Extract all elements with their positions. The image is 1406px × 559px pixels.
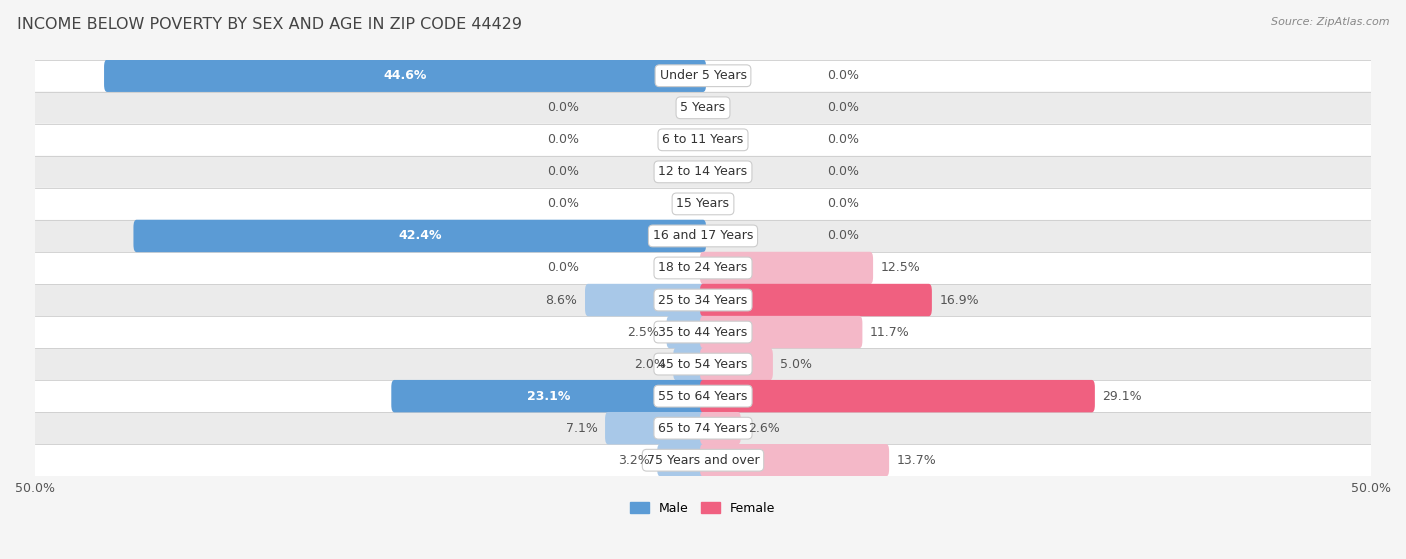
Text: INCOME BELOW POVERTY BY SEX AND AGE IN ZIP CODE 44429: INCOME BELOW POVERTY BY SEX AND AGE IN Z… [17, 17, 522, 32]
FancyBboxPatch shape [35, 124, 1371, 156]
Text: 23.1%: 23.1% [527, 390, 571, 402]
Text: 5 Years: 5 Years [681, 101, 725, 114]
FancyBboxPatch shape [673, 348, 706, 380]
Text: 65 to 74 Years: 65 to 74 Years [658, 421, 748, 435]
Text: 5.0%: 5.0% [780, 358, 813, 371]
Text: 0.0%: 0.0% [547, 197, 579, 210]
Text: 0.0%: 0.0% [547, 101, 579, 114]
FancyBboxPatch shape [104, 59, 706, 92]
Text: 45 to 54 Years: 45 to 54 Years [658, 358, 748, 371]
Text: 7.1%: 7.1% [565, 421, 598, 435]
Text: 0.0%: 0.0% [547, 165, 579, 178]
Text: 0.0%: 0.0% [827, 197, 859, 210]
Text: 29.1%: 29.1% [1102, 390, 1142, 402]
Text: 35 to 44 Years: 35 to 44 Years [658, 325, 748, 339]
Text: Under 5 Years: Under 5 Years [659, 69, 747, 82]
Text: Source: ZipAtlas.com: Source: ZipAtlas.com [1271, 17, 1389, 27]
Text: 15 Years: 15 Years [676, 197, 730, 210]
FancyBboxPatch shape [35, 92, 1371, 124]
FancyBboxPatch shape [35, 156, 1371, 188]
Text: 2.0%: 2.0% [634, 358, 665, 371]
Text: 0.0%: 0.0% [827, 69, 859, 82]
FancyBboxPatch shape [700, 316, 862, 348]
FancyBboxPatch shape [391, 380, 706, 413]
Legend: Male, Female: Male, Female [626, 497, 780, 520]
Text: 12 to 14 Years: 12 to 14 Years [658, 165, 748, 178]
Text: 42.4%: 42.4% [398, 229, 441, 243]
FancyBboxPatch shape [35, 252, 1371, 284]
FancyBboxPatch shape [700, 252, 873, 284]
Text: 0.0%: 0.0% [827, 133, 859, 146]
FancyBboxPatch shape [35, 188, 1371, 220]
FancyBboxPatch shape [35, 412, 1371, 444]
FancyBboxPatch shape [35, 284, 1371, 316]
Text: 55 to 64 Years: 55 to 64 Years [658, 390, 748, 402]
FancyBboxPatch shape [700, 444, 889, 476]
Text: 13.7%: 13.7% [897, 454, 936, 467]
Text: 0.0%: 0.0% [547, 133, 579, 146]
Text: 8.6%: 8.6% [546, 293, 578, 306]
FancyBboxPatch shape [35, 60, 1371, 92]
Text: 16 and 17 Years: 16 and 17 Years [652, 229, 754, 243]
Text: 0.0%: 0.0% [547, 262, 579, 274]
Text: 18 to 24 Years: 18 to 24 Years [658, 262, 748, 274]
Text: 3.2%: 3.2% [617, 454, 650, 467]
FancyBboxPatch shape [134, 220, 706, 252]
FancyBboxPatch shape [605, 412, 706, 444]
FancyBboxPatch shape [666, 316, 706, 348]
Text: 44.6%: 44.6% [384, 69, 427, 82]
Text: 25 to 34 Years: 25 to 34 Years [658, 293, 748, 306]
FancyBboxPatch shape [35, 380, 1371, 412]
Text: 2.5%: 2.5% [627, 325, 659, 339]
FancyBboxPatch shape [35, 316, 1371, 348]
FancyBboxPatch shape [657, 444, 706, 476]
FancyBboxPatch shape [700, 412, 741, 444]
FancyBboxPatch shape [35, 348, 1371, 380]
Text: 11.7%: 11.7% [870, 325, 910, 339]
Text: 2.6%: 2.6% [748, 421, 780, 435]
FancyBboxPatch shape [700, 284, 932, 316]
Text: 0.0%: 0.0% [827, 101, 859, 114]
FancyBboxPatch shape [700, 348, 773, 380]
FancyBboxPatch shape [585, 284, 706, 316]
Text: 0.0%: 0.0% [827, 165, 859, 178]
FancyBboxPatch shape [700, 380, 1095, 413]
Text: 12.5%: 12.5% [880, 262, 921, 274]
FancyBboxPatch shape [35, 444, 1371, 476]
Text: 6 to 11 Years: 6 to 11 Years [662, 133, 744, 146]
Text: 16.9%: 16.9% [939, 293, 979, 306]
Text: 75 Years and over: 75 Years and over [647, 454, 759, 467]
Text: 0.0%: 0.0% [827, 229, 859, 243]
FancyBboxPatch shape [35, 220, 1371, 252]
